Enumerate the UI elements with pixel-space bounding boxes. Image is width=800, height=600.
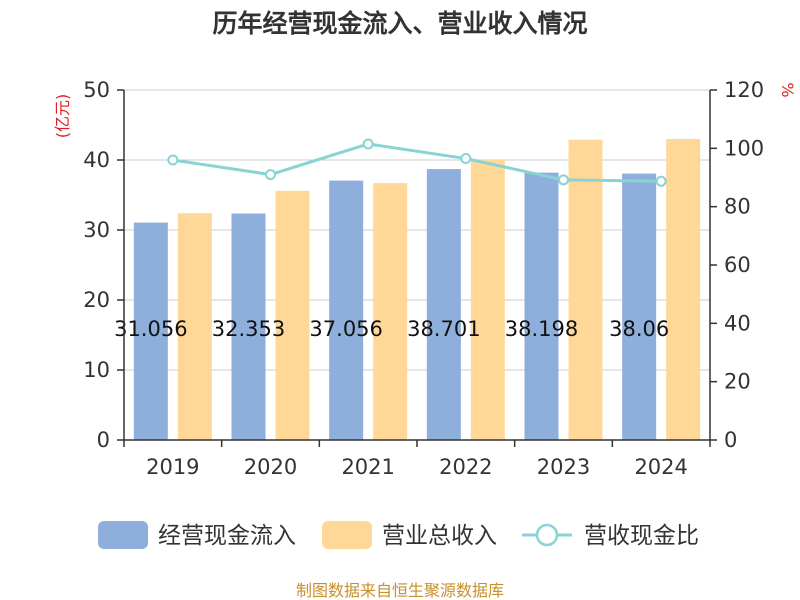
bar xyxy=(568,139,603,440)
bar-data-labels: 31.056 32.353 37.056 38.701 38.198 38.06 xyxy=(114,317,669,341)
y-left-tick-label: 20 xyxy=(83,288,110,312)
ratio-line xyxy=(167,138,667,187)
legend: 经营现金流入 营业总收入 营收现金比 xyxy=(98,521,699,549)
bar xyxy=(426,169,461,440)
x-tick-label: 2022 xyxy=(439,455,492,479)
ratio-point xyxy=(655,175,667,187)
y-left-tick-label: 10 xyxy=(83,358,110,382)
x-tick-label: 2024 xyxy=(634,455,687,479)
ratio-point xyxy=(558,174,569,186)
bar xyxy=(275,190,310,440)
y-right-tick-label: 0 xyxy=(724,428,737,452)
axes: 0 10 20 30 40 50 0 20 40 60 80 100 120 2019 2020 2021 20… xyxy=(83,78,764,479)
ratio-point xyxy=(167,154,179,166)
legend-swatch xyxy=(98,521,148,549)
y-left-unit: (亿元) xyxy=(53,94,72,139)
y-right-tick-label: 20 xyxy=(724,370,751,394)
bar xyxy=(622,173,657,440)
y-left-tick-label: 40 xyxy=(83,148,110,172)
bar xyxy=(373,183,408,440)
y-left-tick-label: 0 xyxy=(97,428,110,452)
bar xyxy=(524,172,559,440)
chart-title: 历年经营现金流入、营业收入情况 xyxy=(212,9,587,38)
ratio-point xyxy=(460,153,472,165)
y-right-tick-label: 60 xyxy=(724,253,751,277)
legend-swatch xyxy=(322,521,372,549)
bars xyxy=(133,139,701,441)
bar xyxy=(177,213,212,440)
ratio-series-line xyxy=(172,142,662,183)
bar-data-label: 37.056 xyxy=(309,317,382,341)
bar xyxy=(133,222,168,440)
legend-label: 营业总收入 xyxy=(382,523,497,549)
bar-data-label: 38.198 xyxy=(505,317,578,341)
y-right-tick-label: 40 xyxy=(724,311,751,335)
bar-data-label: 31.056 xyxy=(114,317,187,341)
y-left-tick-label: 30 xyxy=(83,218,110,242)
y-right-tick-label: 100 xyxy=(724,136,764,160)
bar xyxy=(666,139,701,440)
bar-data-label: 32.353 xyxy=(212,317,285,341)
x-tick-label: 2020 xyxy=(244,455,297,479)
bar-data-label: 38.06 xyxy=(609,317,669,341)
gridlines xyxy=(124,89,710,441)
legend-label: 经营现金流入 xyxy=(158,523,296,549)
x-tick-label: 2019 xyxy=(146,455,199,479)
x-tick-label: 2023 xyxy=(537,455,590,479)
y-right-unit: % xyxy=(778,82,797,97)
bar xyxy=(470,159,505,441)
legend-marker xyxy=(535,523,559,547)
x-tick-label: 2021 xyxy=(341,455,394,479)
bar xyxy=(231,213,266,440)
source-note: 制图数据来自恒生聚源数据库 xyxy=(296,581,504,600)
bar-data-label: 38.701 xyxy=(407,317,480,341)
y-left-tick-label: 50 xyxy=(83,78,110,102)
legend-label: 营收现金比 xyxy=(584,523,699,549)
bar xyxy=(329,180,364,440)
y-right-tick-label: 120 xyxy=(724,78,764,102)
y-right-tick-label: 80 xyxy=(724,195,751,219)
ratio-point xyxy=(362,138,374,150)
ratio-point xyxy=(265,169,276,181)
